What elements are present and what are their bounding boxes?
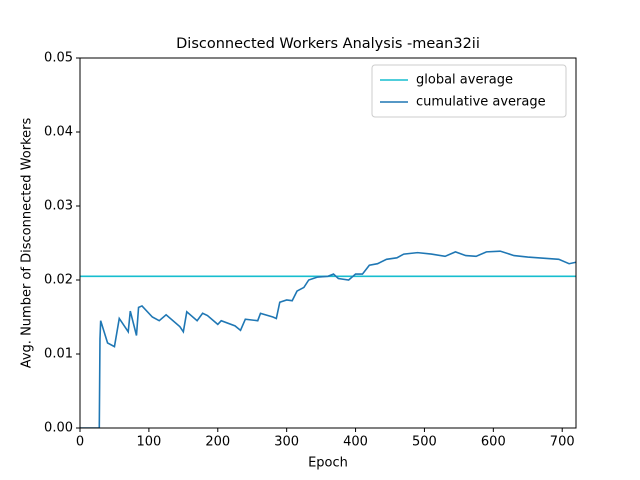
x-tick-label: 0	[76, 435, 84, 450]
legend-label: global average	[416, 73, 513, 88]
x-axis-label: Epoch	[308, 456, 348, 471]
y-tick-label: 0.02	[44, 273, 73, 288]
x-tick-label: 600	[481, 435, 506, 450]
x-tick-label: 400	[343, 435, 368, 450]
x-tick-label: 200	[205, 435, 230, 450]
x-tick-label: 300	[274, 435, 299, 450]
plot-frame	[79, 57, 577, 429]
legend-label: cumulative average	[416, 95, 546, 110]
legend-box	[371, 64, 567, 118]
x-tick-label: 500	[412, 435, 437, 450]
chart-title: Disconnected Workers Analysis -mean32ii	[176, 36, 480, 52]
y-tick-label: 0.00	[44, 421, 73, 436]
x-tick-label: 700	[550, 435, 575, 450]
y-axis-label: Avg. Number of Disconnected Workers	[20, 118, 35, 369]
y-tick-label: 0.01	[44, 347, 73, 362]
y-tick-label: 0.04	[44, 125, 73, 140]
series-line	[80, 250, 576, 428]
y-tick-label: 0.03	[44, 199, 73, 214]
x-tick-label: 100	[136, 435, 161, 450]
y-tick-label: 0.05	[44, 51, 73, 66]
